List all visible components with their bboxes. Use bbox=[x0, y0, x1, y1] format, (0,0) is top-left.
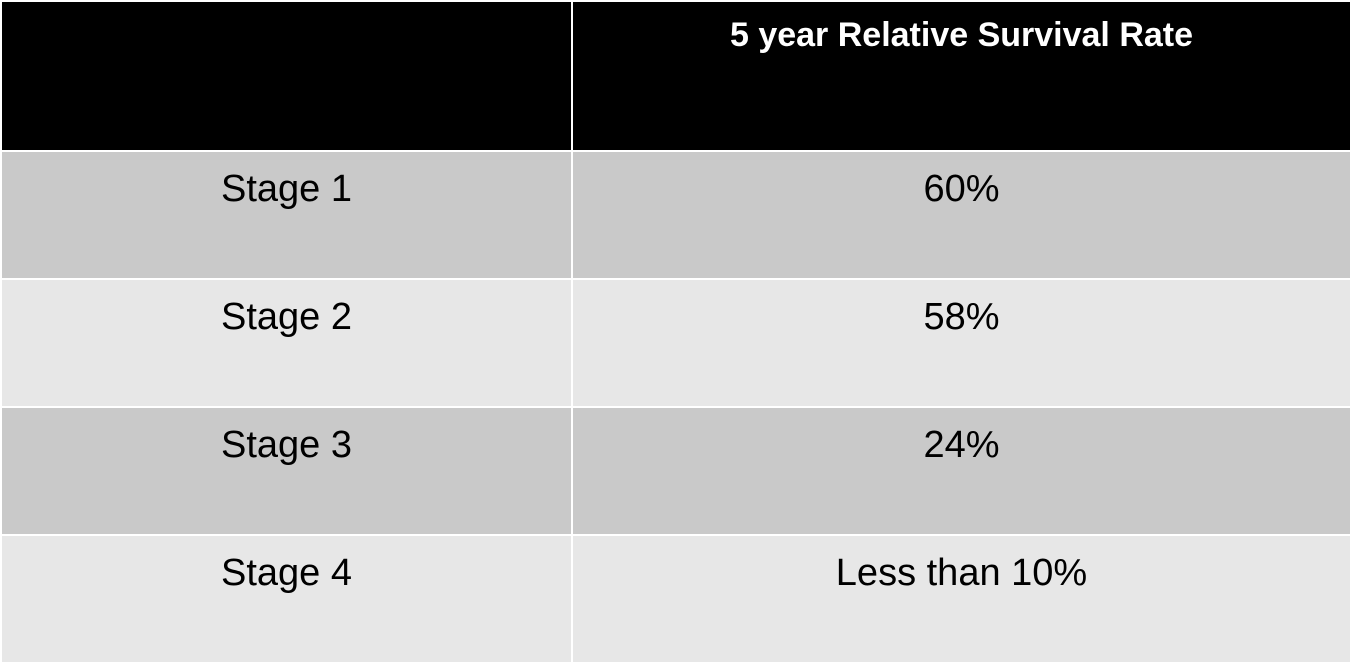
table-row: Stage 4 Less than 10% bbox=[0, 534, 1350, 664]
stage-cell: Stage 3 bbox=[0, 406, 573, 536]
stage-cell: Stage 2 bbox=[0, 278, 573, 408]
stage-cell: Stage 4 bbox=[0, 534, 573, 664]
rate-column-header: 5 year Relative Survival Rate bbox=[571, 0, 1350, 152]
table-row: Stage 3 24% bbox=[0, 406, 1350, 536]
table-row: Stage 1 60% bbox=[0, 150, 1350, 280]
table-row: Stage 2 58% bbox=[0, 278, 1350, 408]
rate-cell: 58% bbox=[571, 278, 1350, 408]
rate-cell: 24% bbox=[571, 406, 1350, 536]
rate-cell: Less than 10% bbox=[571, 534, 1350, 664]
rate-cell: 60% bbox=[571, 150, 1350, 280]
stage-cell: Stage 1 bbox=[0, 150, 573, 280]
table-header-row: 5 year Relative Survival Rate bbox=[0, 0, 1350, 152]
stage-column-header bbox=[0, 0, 573, 152]
